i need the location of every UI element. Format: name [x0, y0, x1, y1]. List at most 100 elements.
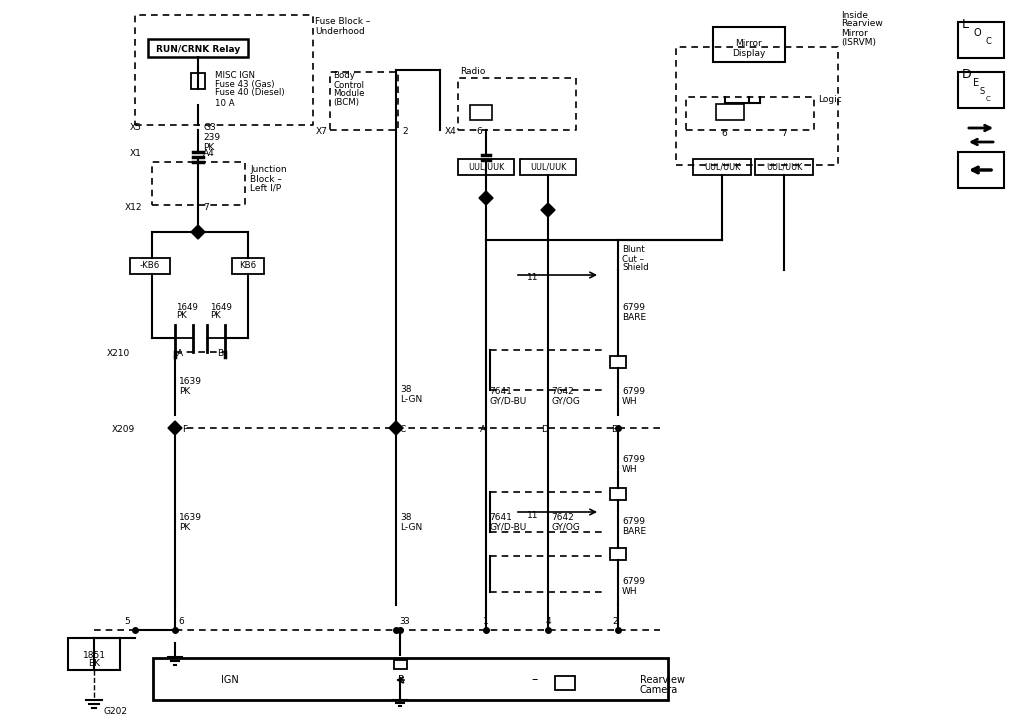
Text: Camera: Camera — [640, 685, 678, 695]
Text: X210: X210 — [106, 349, 130, 359]
Text: X4: X4 — [444, 127, 456, 137]
Text: 1649: 1649 — [210, 302, 231, 312]
Text: 6799: 6799 — [622, 455, 645, 464]
Bar — [958, 22, 1004, 58]
Text: 6799: 6799 — [622, 518, 645, 526]
Text: Underhood: Underhood — [315, 27, 365, 36]
Polygon shape — [389, 421, 403, 435]
Text: PK: PK — [179, 523, 190, 531]
Text: BARE: BARE — [622, 312, 646, 322]
Text: Radio: Radio — [460, 67, 485, 77]
Text: X209: X209 — [112, 426, 135, 435]
Text: WH: WH — [622, 396, 638, 406]
Bar — [713, 27, 785, 62]
Bar — [555, 676, 575, 690]
Text: 11: 11 — [527, 510, 539, 520]
Text: B: B — [217, 349, 223, 359]
Text: 1639: 1639 — [179, 377, 202, 387]
Text: X1: X1 — [130, 150, 142, 158]
Bar — [68, 638, 120, 670]
Text: Left I/P: Left I/P — [250, 184, 282, 192]
Text: UUL/UUK: UUL/UUK — [468, 163, 504, 171]
Text: 6: 6 — [721, 129, 727, 137]
Text: Inside: Inside — [841, 11, 868, 20]
Text: 1639: 1639 — [179, 513, 202, 523]
Bar — [716, 104, 744, 120]
Bar — [520, 159, 575, 175]
Bar — [191, 73, 205, 89]
Text: Module: Module — [333, 90, 365, 98]
Bar — [958, 72, 1004, 108]
Text: Block –: Block – — [250, 174, 282, 184]
Text: 6: 6 — [476, 127, 481, 137]
Text: A: A — [480, 426, 486, 435]
Text: 7642: 7642 — [551, 388, 573, 396]
Text: PK: PK — [176, 312, 186, 320]
Bar — [148, 39, 248, 57]
Text: MISC IGN: MISC IGN — [215, 71, 255, 80]
Text: Mirror: Mirror — [841, 28, 867, 38]
Text: RUN/CRNK Relay: RUN/CRNK Relay — [156, 45, 240, 54]
Text: 1649: 1649 — [176, 302, 198, 312]
Text: 6: 6 — [178, 617, 183, 627]
Text: UUL/UUK: UUL/UUK — [529, 163, 566, 171]
Bar — [693, 159, 751, 175]
Text: 7641: 7641 — [489, 513, 512, 523]
Text: KB6: KB6 — [240, 262, 257, 270]
Text: (ISRVM): (ISRVM) — [841, 38, 876, 46]
Text: X12: X12 — [125, 202, 142, 212]
Text: L: L — [962, 17, 969, 30]
Text: 38: 38 — [400, 513, 412, 523]
Text: F: F — [182, 426, 187, 435]
Text: O: O — [974, 28, 982, 38]
Bar — [458, 159, 514, 175]
Bar — [394, 660, 407, 669]
Bar — [232, 258, 264, 274]
Text: 6799: 6799 — [622, 388, 645, 396]
Text: GY/OG: GY/OG — [551, 396, 580, 406]
Text: GY/D-BU: GY/D-BU — [489, 396, 526, 406]
Text: BARE: BARE — [622, 526, 646, 536]
Text: Logic: Logic — [818, 95, 842, 105]
Text: G3: G3 — [203, 122, 216, 132]
Text: X7: X7 — [316, 127, 328, 137]
Text: C: C — [985, 36, 991, 46]
Text: 2: 2 — [402, 127, 408, 137]
Text: GY/OG: GY/OG — [551, 523, 580, 531]
Text: BK: BK — [88, 659, 100, 669]
Text: WH: WH — [622, 464, 638, 474]
Text: GY/D-BU: GY/D-BU — [489, 523, 526, 531]
Text: 7641: 7641 — [489, 388, 512, 396]
Text: D: D — [962, 67, 972, 80]
Polygon shape — [191, 225, 205, 239]
Text: Display: Display — [732, 48, 766, 58]
Text: Junction: Junction — [250, 166, 287, 174]
Text: Fuse 40 (Diesel): Fuse 40 (Diesel) — [215, 88, 285, 98]
Text: 3: 3 — [403, 617, 409, 627]
Text: C: C — [986, 96, 991, 102]
Polygon shape — [541, 203, 555, 217]
Bar — [130, 258, 170, 274]
Text: 239: 239 — [203, 134, 220, 142]
Text: B: B — [611, 426, 617, 435]
Text: PK: PK — [203, 142, 214, 152]
Text: WH: WH — [622, 586, 638, 596]
Text: X5: X5 — [130, 122, 142, 132]
Text: Mirror: Mirror — [735, 40, 763, 48]
Text: 7642: 7642 — [551, 513, 573, 523]
Text: 3: 3 — [399, 617, 404, 627]
Text: PK: PK — [179, 387, 190, 395]
Text: Cut –: Cut – — [622, 254, 644, 263]
Text: 38: 38 — [400, 385, 412, 395]
Text: –: – — [531, 674, 539, 687]
Text: D: D — [542, 426, 549, 435]
Text: G202: G202 — [104, 708, 128, 716]
Bar — [610, 356, 626, 368]
Bar — [470, 105, 492, 120]
Text: 11: 11 — [527, 273, 539, 283]
Polygon shape — [168, 421, 182, 435]
Text: -KB6: -KB6 — [140, 262, 160, 270]
Polygon shape — [479, 191, 493, 205]
Text: E: E — [973, 78, 979, 88]
Text: 4: 4 — [545, 617, 551, 627]
